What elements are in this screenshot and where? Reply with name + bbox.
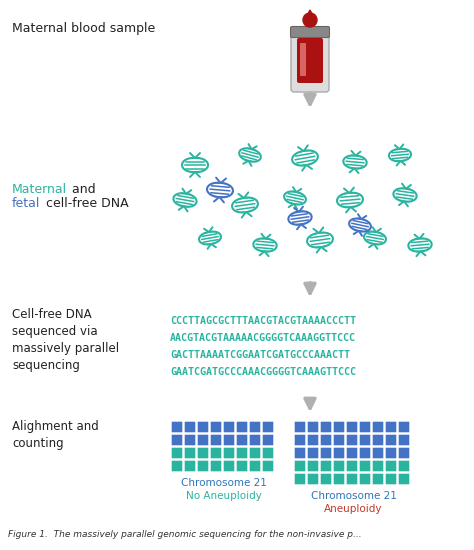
Text: cell-free DNA: cell-free DNA xyxy=(42,197,128,210)
Polygon shape xyxy=(305,10,315,20)
Text: GACTTAAAATCGGAATCGATGCCCAAACTT: GACTTAAAATCGGAATCGATGCCCAAACTT xyxy=(170,350,350,360)
FancyBboxPatch shape xyxy=(223,447,235,459)
FancyBboxPatch shape xyxy=(184,421,196,433)
FancyBboxPatch shape xyxy=(236,460,248,472)
FancyBboxPatch shape xyxy=(294,447,306,459)
FancyBboxPatch shape xyxy=(291,31,329,92)
FancyBboxPatch shape xyxy=(171,421,183,433)
FancyBboxPatch shape xyxy=(184,434,196,446)
FancyBboxPatch shape xyxy=(262,460,274,472)
Text: AACGTACGTAAAAACGGGGTCAAAGGTTCCC: AACGTACGTAAAAACGGGGTCAAAGGTTCCC xyxy=(170,333,356,343)
FancyBboxPatch shape xyxy=(333,473,345,485)
FancyBboxPatch shape xyxy=(320,434,332,446)
FancyBboxPatch shape xyxy=(291,26,329,37)
FancyBboxPatch shape xyxy=(197,447,209,459)
FancyBboxPatch shape xyxy=(320,460,332,472)
Text: and: and xyxy=(68,183,96,196)
FancyBboxPatch shape xyxy=(398,460,410,472)
FancyBboxPatch shape xyxy=(398,473,410,485)
FancyBboxPatch shape xyxy=(372,473,384,485)
Text: fetal: fetal xyxy=(12,197,40,210)
FancyBboxPatch shape xyxy=(249,447,261,459)
FancyBboxPatch shape xyxy=(307,434,319,446)
Text: Maternal: Maternal xyxy=(12,183,67,196)
FancyBboxPatch shape xyxy=(333,421,345,433)
FancyBboxPatch shape xyxy=(398,447,410,459)
Text: No Aneuploidy: No Aneuploidy xyxy=(186,491,262,501)
FancyBboxPatch shape xyxy=(307,421,319,433)
Text: Figure 1.  The massively parallel genomic sequencing for the non-invasive p...: Figure 1. The massively parallel genomic… xyxy=(8,530,362,539)
FancyBboxPatch shape xyxy=(223,460,235,472)
FancyBboxPatch shape xyxy=(307,473,319,485)
FancyBboxPatch shape xyxy=(372,434,384,446)
FancyBboxPatch shape xyxy=(333,460,345,472)
FancyBboxPatch shape xyxy=(223,421,235,433)
FancyBboxPatch shape xyxy=(372,421,384,433)
Circle shape xyxy=(303,13,317,27)
FancyBboxPatch shape xyxy=(307,460,319,472)
FancyBboxPatch shape xyxy=(346,460,358,472)
FancyBboxPatch shape xyxy=(210,421,222,433)
FancyBboxPatch shape xyxy=(249,421,261,433)
FancyBboxPatch shape xyxy=(236,447,248,459)
FancyBboxPatch shape xyxy=(249,460,261,472)
FancyBboxPatch shape xyxy=(398,434,410,446)
FancyBboxPatch shape xyxy=(210,447,222,459)
FancyBboxPatch shape xyxy=(300,43,306,76)
FancyBboxPatch shape xyxy=(385,473,397,485)
FancyBboxPatch shape xyxy=(307,447,319,459)
FancyBboxPatch shape xyxy=(346,421,358,433)
Text: GAATCGATGCCCAAACGGGGTCAAAGTTCCC: GAATCGATGCCCAAACGGGGTCAAAGTTCCC xyxy=(170,367,356,377)
FancyBboxPatch shape xyxy=(372,447,384,459)
FancyBboxPatch shape xyxy=(294,434,306,446)
FancyBboxPatch shape xyxy=(197,460,209,472)
FancyBboxPatch shape xyxy=(184,460,196,472)
FancyBboxPatch shape xyxy=(197,421,209,433)
FancyBboxPatch shape xyxy=(223,434,235,446)
FancyBboxPatch shape xyxy=(197,434,209,446)
FancyBboxPatch shape xyxy=(294,473,306,485)
FancyBboxPatch shape xyxy=(346,447,358,459)
FancyBboxPatch shape xyxy=(385,434,397,446)
FancyBboxPatch shape xyxy=(333,447,345,459)
FancyBboxPatch shape xyxy=(171,447,183,459)
FancyBboxPatch shape xyxy=(359,434,371,446)
FancyBboxPatch shape xyxy=(297,38,323,83)
FancyBboxPatch shape xyxy=(210,434,222,446)
Text: Maternal blood sample: Maternal blood sample xyxy=(12,22,155,35)
Text: CCCTTAGCGCTTTAACGTACGTAAAACCCTT: CCCTTAGCGCTTTAACGTACGTAAAACCCTT xyxy=(170,316,356,326)
Text: Aneuploidy: Aneuploidy xyxy=(324,504,383,514)
FancyBboxPatch shape xyxy=(346,434,358,446)
FancyBboxPatch shape xyxy=(385,421,397,433)
FancyBboxPatch shape xyxy=(249,434,261,446)
FancyBboxPatch shape xyxy=(359,447,371,459)
FancyBboxPatch shape xyxy=(359,460,371,472)
Text: Chromosome 21: Chromosome 21 xyxy=(181,478,267,488)
FancyBboxPatch shape xyxy=(262,447,274,459)
Text: Cell-free DNA
sequenced via
massively parallel
sequencing: Cell-free DNA sequenced via massively pa… xyxy=(12,308,119,372)
Text: Chromosome 21: Chromosome 21 xyxy=(310,491,396,501)
FancyBboxPatch shape xyxy=(346,473,358,485)
FancyBboxPatch shape xyxy=(262,434,274,446)
FancyBboxPatch shape xyxy=(171,434,183,446)
FancyBboxPatch shape xyxy=(372,460,384,472)
FancyBboxPatch shape xyxy=(210,460,222,472)
FancyBboxPatch shape xyxy=(262,421,274,433)
FancyBboxPatch shape xyxy=(385,460,397,472)
FancyBboxPatch shape xyxy=(294,421,306,433)
FancyBboxPatch shape xyxy=(236,421,248,433)
FancyBboxPatch shape xyxy=(294,460,306,472)
FancyBboxPatch shape xyxy=(359,473,371,485)
FancyBboxPatch shape xyxy=(320,447,332,459)
FancyBboxPatch shape xyxy=(333,434,345,446)
FancyBboxPatch shape xyxy=(320,421,332,433)
FancyBboxPatch shape xyxy=(320,473,332,485)
FancyBboxPatch shape xyxy=(398,421,410,433)
FancyBboxPatch shape xyxy=(171,460,183,472)
FancyBboxPatch shape xyxy=(184,447,196,459)
FancyBboxPatch shape xyxy=(359,421,371,433)
Text: Alighment and
counting: Alighment and counting xyxy=(12,420,99,450)
FancyBboxPatch shape xyxy=(385,447,397,459)
FancyBboxPatch shape xyxy=(236,434,248,446)
